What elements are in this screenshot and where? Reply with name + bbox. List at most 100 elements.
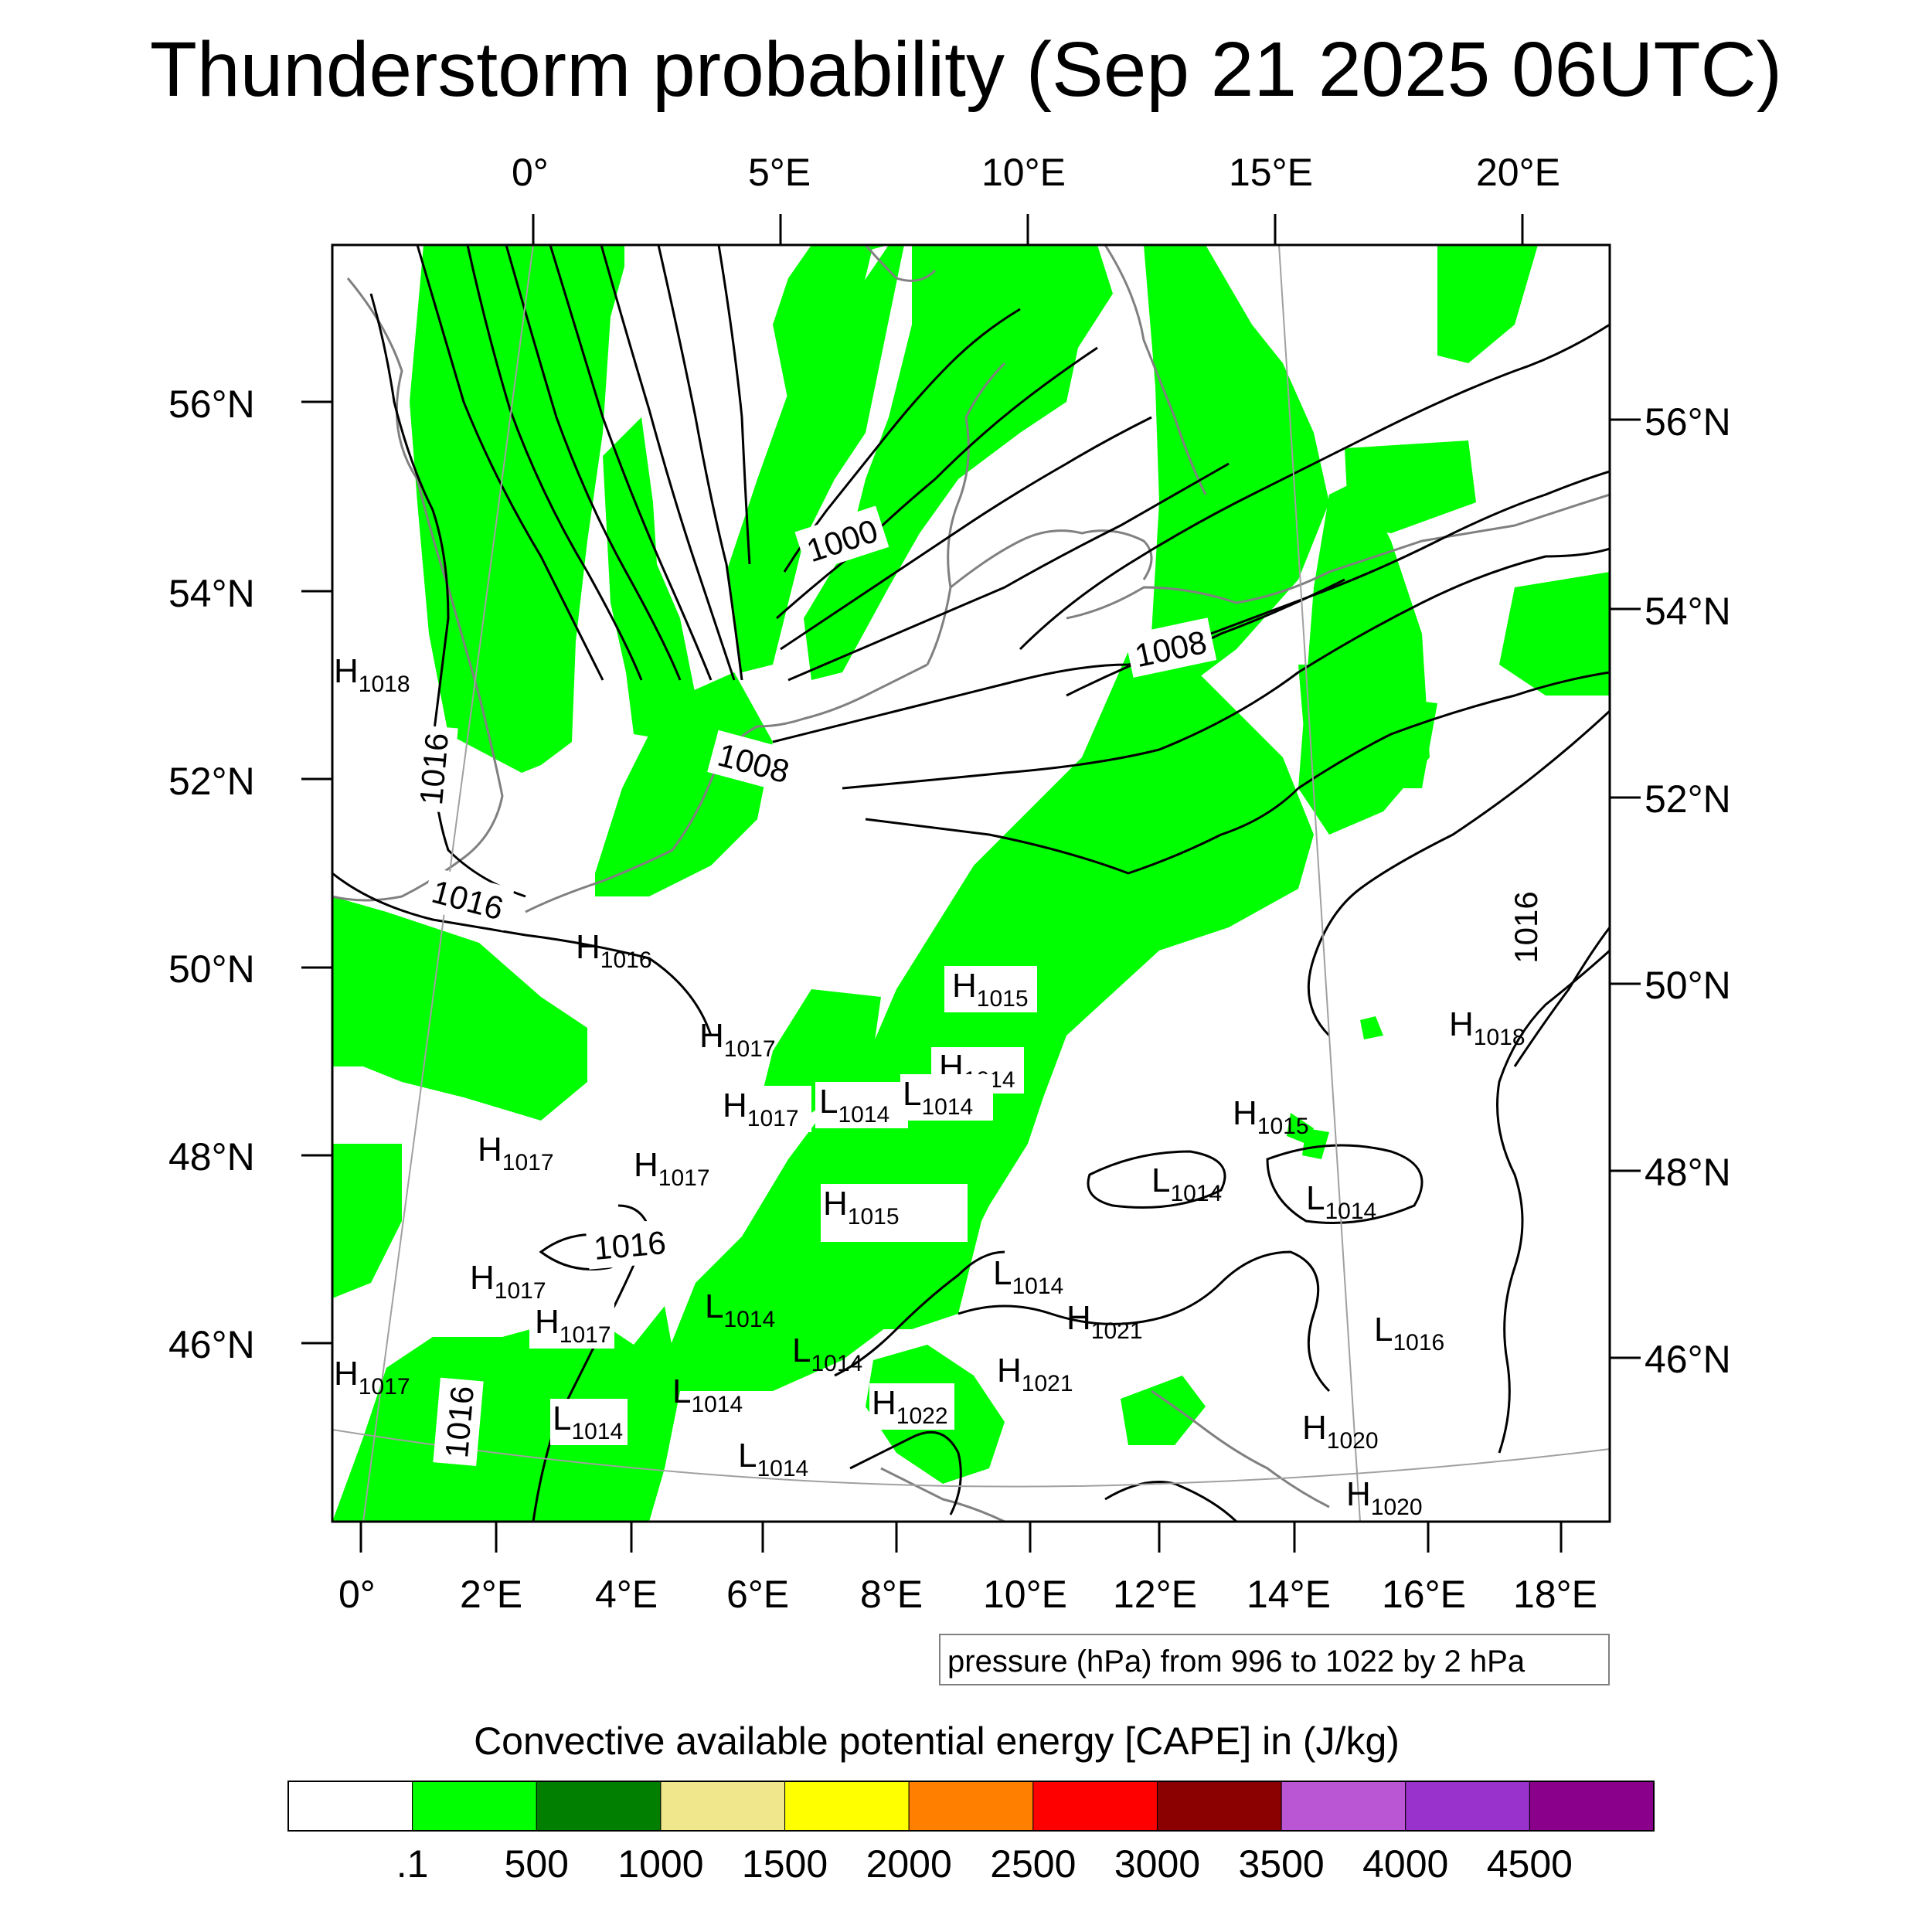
- svg-text:H1017: H1017: [723, 1087, 799, 1131]
- pressure-center: H1021: [997, 1352, 1073, 1396]
- cape-area-france-n: [332, 896, 587, 1121]
- isobar-1000-arc: [783, 308, 1021, 573]
- pressure-center-boxed: L1014: [900, 1074, 993, 1121]
- cape-area-poland: [1499, 572, 1610, 696]
- isobar-1006-arc: [787, 462, 1230, 682]
- pressure-center-boxed: L1014: [550, 1399, 628, 1445]
- pressure-center-boxed: H1022: [869, 1383, 954, 1430]
- bottom-lon-label: 16°E: [1382, 1573, 1466, 1616]
- isobar-1008-s: [772, 578, 1345, 743]
- pressure-center: L1014: [705, 1287, 775, 1332]
- cape-area-scandinavia-e: [1437, 245, 1538, 363]
- colorbar-box: [1405, 1781, 1530, 1832]
- isobar-1008-upper: [1019, 323, 1610, 651]
- right-lat-label: 54°N: [1645, 590, 1731, 633]
- graticule-lon-15e: [1278, 245, 1361, 1522]
- top-lon-label: 20°E: [1476, 151, 1560, 194]
- colorbar-label: 2000: [866, 1842, 952, 1886]
- graticule-lat-45: [332, 1429, 1610, 1488]
- pressure-center: H1015: [1233, 1094, 1309, 1139]
- colorbar-box: [660, 1781, 786, 1832]
- isobar-1016-west: [369, 293, 526, 898]
- cape-area-lithuania: [1298, 665, 1360, 757]
- bottom-lon-label: 10°E: [983, 1573, 1067, 1616]
- colorbar-box: [1156, 1781, 1282, 1832]
- cape-area-north-germany: [726, 245, 904, 672]
- coastline-norway: [864, 245, 937, 282]
- colorbar-box: [1529, 1781, 1655, 1832]
- isobar-1004-arc: [780, 416, 1152, 651]
- cape-area-baltic-a: [804, 245, 1113, 680]
- cape-area-slovakia: [1302, 1128, 1329, 1159]
- cape-area-france-w: [332, 1144, 402, 1298]
- left-lat-label: 50°N: [168, 947, 255, 991]
- isobar-1016-east: [1513, 927, 1610, 1067]
- left-lat-label: 56°N: [168, 383, 255, 426]
- colorbar-label: 4500: [1487, 1842, 1573, 1886]
- coastline-sweden: [1104, 245, 1207, 495]
- cape-area-sweden: [1144, 245, 1329, 696]
- contour-label-1016-west: 1016: [407, 724, 458, 814]
- bottom-lon-label: 0°: [338, 1573, 376, 1616]
- pressure-center: L1014: [738, 1437, 808, 1481]
- right-lat-label: 50°N: [1645, 964, 1731, 1007]
- isobar-note-text: pressure (hPa) from 996 to 1022 by 2 hPa: [947, 1645, 1526, 1679]
- isobar-1002-arc: [776, 346, 1098, 620]
- pressure-center: H1018: [1449, 1005, 1526, 1050]
- isobar-1014-ring-b: [1266, 1144, 1423, 1224]
- contour-label-1016-east: 1016: [1503, 885, 1546, 970]
- left-lat-label: 48°N: [168, 1135, 255, 1179]
- colorbar-boxes: [287, 1781, 1655, 1832]
- cape-area-baltic-e: [1345, 440, 1476, 533]
- right-lat-label: 56°N: [1645, 400, 1731, 444]
- bottom-lon-label: 12°E: [1113, 1573, 1197, 1616]
- pressure-center: H1017: [634, 1146, 710, 1191]
- pressure-center: H1018: [334, 652, 410, 697]
- isobar-996: [416, 245, 604, 681]
- colorbar-box: [536, 1781, 662, 1832]
- contour-label-text: 1016: [438, 1384, 481, 1459]
- svg-text:L1014: L1014: [553, 1400, 623, 1444]
- contour-label-text: 1016: [592, 1224, 667, 1267]
- coastline-denmark: [926, 362, 1006, 665]
- pressure-center: H1020: [1346, 1475, 1423, 1520]
- bottom-lon-label: 18°E: [1513, 1573, 1597, 1616]
- isobar-1006: [657, 245, 743, 681]
- svg-text:H1017: H1017: [535, 1303, 611, 1348]
- pressure-center: H1017: [478, 1131, 554, 1175]
- pressure-center-boxed: H1015: [944, 966, 1037, 1012]
- top-lon-label: 15°E: [1229, 151, 1313, 194]
- top-lon-label: 10°E: [981, 151, 1066, 194]
- colorbar-label: 3000: [1114, 1842, 1200, 1886]
- cape-area-alps: [811, 1213, 981, 1329]
- colorbar-label: 2500: [990, 1842, 1076, 1886]
- colorbar-box: [1281, 1781, 1406, 1832]
- cape-area-adriatic: [1121, 1376, 1206, 1445]
- bottom-lon-label: 8°E: [860, 1573, 923, 1616]
- svg-text:L1014: L1014: [903, 1075, 973, 1120]
- chart-title: Thunderstorm probability (Sep 21 2025 06…: [149, 26, 1783, 113]
- bottom-lon-label: 2°E: [460, 1573, 523, 1616]
- right-lat-label: 48°N: [1645, 1151, 1731, 1194]
- top-lon-label: 0°: [512, 151, 549, 194]
- left-lat-label: 52°N: [168, 760, 255, 803]
- cape-area-belarus: [1376, 696, 1437, 788]
- colorbar-label: .1: [396, 1842, 429, 1886]
- pressure-center: L1014: [1151, 1162, 1222, 1206]
- pressure-center: L1014: [792, 1332, 862, 1376]
- coastline-adriatic: [1151, 1389, 1330, 1509]
- pressure-centers: H1018 H1016 H1015 H1017 H1014 L1014 L101…: [334, 652, 1526, 1520]
- colorbar-title: Convective available potential energy [C…: [474, 1719, 1400, 1763]
- pressure-center: H1021: [1066, 1299, 1143, 1344]
- svg-text:H1015: H1015: [823, 1185, 900, 1230]
- left-lat-label: 46°N: [168, 1323, 255, 1366]
- isobar-1002: [549, 245, 713, 681]
- colorbar: Convective available potential energy [C…: [287, 1719, 1655, 1886]
- svg-text:H1015: H1015: [952, 967, 1029, 1012]
- pressure-center: H1017: [334, 1355, 410, 1400]
- map-frame: [331, 243, 1611, 1523]
- colorbar-label: 4000: [1362, 1842, 1448, 1886]
- contour-label-text: 1016: [1508, 891, 1544, 963]
- isobar-998: [466, 245, 643, 681]
